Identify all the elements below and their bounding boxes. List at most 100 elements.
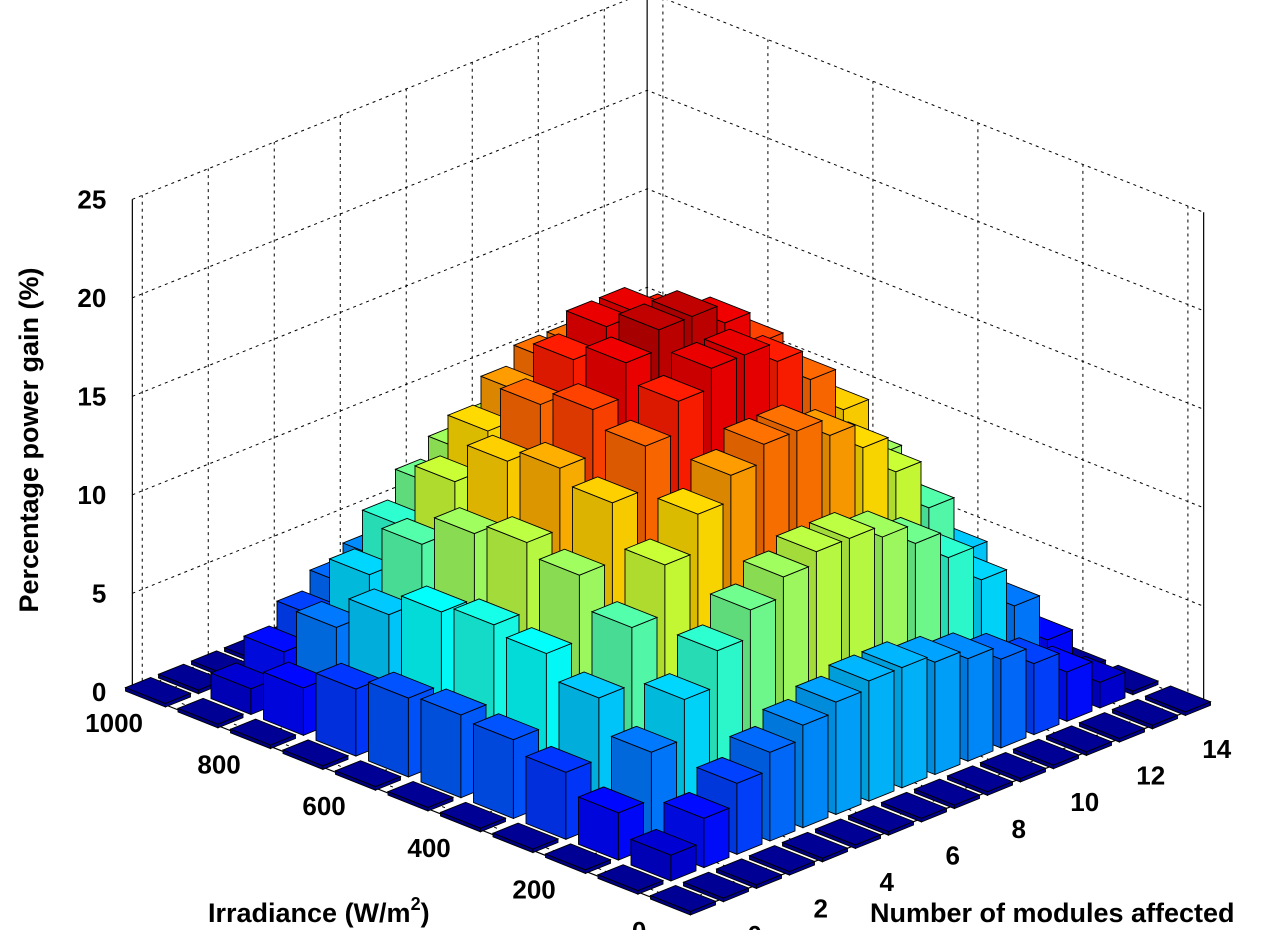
x-tick-label: 14 bbox=[1202, 734, 1231, 764]
bar-top-face bbox=[577, 786, 645, 814]
bar-top-face bbox=[643, 673, 711, 700]
bars-layer bbox=[124, 287, 1212, 916]
bar-top-face bbox=[847, 805, 915, 833]
bar bbox=[229, 718, 297, 750]
bar bbox=[124, 677, 192, 708]
ticks-layer: 0 5 10 15 20 25 0 2 4 6 8 10 12 14 0 200 400 600 800 1000 bbox=[77, 184, 1231, 930]
bar-side-face bbox=[368, 681, 409, 778]
bar-front-face bbox=[736, 772, 763, 855]
x-tick-label: 12 bbox=[1136, 761, 1165, 791]
bar-top-face bbox=[419, 688, 488, 716]
bar bbox=[1144, 685, 1212, 717]
bar bbox=[281, 739, 350, 771]
bar-front-face bbox=[769, 741, 796, 842]
bar-top-face bbox=[728, 725, 797, 753]
bar-top-face bbox=[400, 585, 468, 613]
bar-top-face bbox=[491, 822, 560, 850]
bar-top-face bbox=[1045, 725, 1113, 753]
y-tick-label: 200 bbox=[512, 874, 555, 904]
bar bbox=[386, 781, 455, 812]
bar-top-face bbox=[629, 828, 698, 856]
bar-front-face bbox=[1000, 648, 1027, 749]
bar-top-face bbox=[913, 778, 981, 806]
y-axis-title-sup: 2 bbox=[411, 894, 421, 914]
bar bbox=[748, 845, 816, 876]
bar-top-face bbox=[439, 801, 507, 829]
bar-top-face bbox=[334, 760, 402, 788]
x-tick-label: 2 bbox=[814, 894, 828, 924]
bar bbox=[1111, 698, 1179, 730]
bar bbox=[439, 801, 507, 833]
bar bbox=[946, 765, 1014, 796]
bar bbox=[682, 871, 750, 903]
bar-top-face bbox=[703, 328, 771, 356]
bar-top-face bbox=[544, 843, 612, 871]
bar-top-face bbox=[662, 791, 731, 819]
bar-top-face bbox=[505, 627, 573, 654]
bar-top-face bbox=[748, 845, 816, 872]
bar-top-face bbox=[584, 336, 653, 364]
z-tick-label: 20 bbox=[77, 283, 106, 313]
bar bbox=[814, 818, 882, 850]
bar bbox=[176, 697, 245, 729]
bar-top-face bbox=[623, 538, 692, 566]
bar-top-face bbox=[538, 548, 606, 576]
bar bbox=[715, 858, 783, 890]
bar-top-face bbox=[781, 831, 849, 859]
bar-top-face bbox=[557, 671, 626, 699]
bar-top-face bbox=[590, 601, 659, 628]
bar-top-face bbox=[518, 441, 587, 469]
bar-top-face bbox=[880, 791, 948, 819]
bar-front-face bbox=[901, 656, 928, 789]
bar-top-face bbox=[860, 641, 929, 669]
bar-top-face bbox=[649, 885, 717, 912]
bar bbox=[596, 864, 665, 895]
bar-top-face bbox=[794, 675, 863, 703]
y-axis-title-main: Irradiance (W/m bbox=[208, 898, 411, 928]
bar-side-face bbox=[420, 698, 462, 799]
x-tick-label: 6 bbox=[946, 840, 960, 870]
bar-top-face bbox=[709, 583, 777, 611]
bar-top-face bbox=[946, 765, 1014, 793]
bar-top-face bbox=[722, 417, 791, 445]
bar-top-face bbox=[1012, 738, 1080, 766]
bar-front-face bbox=[1033, 652, 1060, 736]
bar-top-face bbox=[637, 374, 705, 402]
bar bbox=[629, 828, 698, 882]
bar bbox=[544, 843, 612, 875]
bar bbox=[577, 786, 645, 861]
z-gridline bbox=[132, 89, 1204, 312]
bar-top-face bbox=[775, 525, 843, 553]
bar-top-face bbox=[827, 654, 896, 682]
bar-top-face bbox=[670, 341, 738, 369]
bar-top-face bbox=[617, 303, 686, 331]
bar-top-face bbox=[485, 516, 554, 543]
x-tick-label: 0 bbox=[748, 920, 762, 930]
z-tick-label: 15 bbox=[77, 381, 106, 411]
bar-top-face bbox=[808, 512, 876, 539]
bar-top-face bbox=[1078, 712, 1146, 739]
bar-top-face bbox=[814, 818, 882, 846]
bar-top-face bbox=[689, 448, 758, 476]
bar-top-face bbox=[682, 871, 750, 899]
bar bbox=[1045, 725, 1113, 757]
x-tick-label: 10 bbox=[1070, 787, 1099, 817]
bar bbox=[1078, 712, 1146, 743]
y-tick-label: 1000 bbox=[85, 708, 143, 738]
bar-top-face bbox=[610, 725, 678, 753]
bar-top-face bbox=[742, 550, 810, 578]
bar-front-face bbox=[967, 647, 994, 762]
bar-top-face bbox=[1111, 698, 1179, 726]
bar-front-face bbox=[835, 691, 862, 816]
bar-top-face bbox=[695, 756, 764, 784]
bar bbox=[847, 805, 915, 836]
z-tick-label: 25 bbox=[77, 184, 106, 214]
bar-top-face bbox=[551, 383, 620, 411]
y-axis-title-end: ) bbox=[421, 898, 430, 928]
bar-top-face bbox=[715, 858, 783, 886]
bar bbox=[491, 822, 560, 854]
bar bbox=[913, 778, 981, 810]
x-tick-label: 8 bbox=[1012, 814, 1026, 844]
